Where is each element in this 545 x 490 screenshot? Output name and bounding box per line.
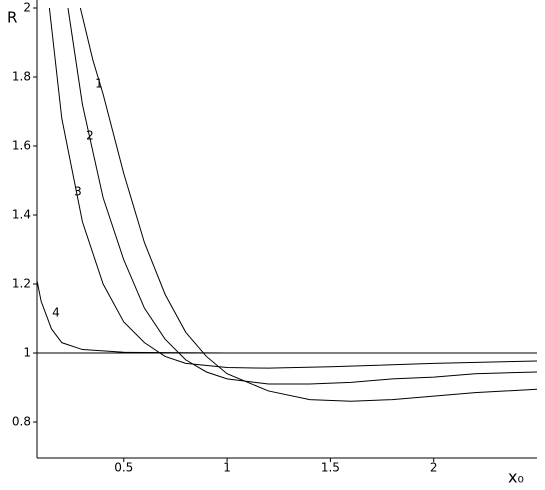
y-tick-label: 0.8 (12, 415, 31, 429)
x-tick-label: 2 (430, 461, 438, 475)
y-tick-label: 1.4 (12, 208, 31, 222)
x-tick-label: 1.5 (321, 461, 340, 475)
y-tick-label: 1.6 (12, 139, 31, 153)
x-axis-label: x₀ (508, 468, 524, 487)
y-axis-label: R (7, 9, 17, 27)
curve-label: 1 (95, 77, 103, 91)
y-tick-label: 2 (23, 1, 31, 15)
x-tick-label: 0.5 (114, 461, 133, 475)
curve (48, 7, 538, 369)
curve (36, 280, 537, 354)
y-tick-label: 1.8 (12, 70, 31, 84)
x-tick-label: 1 (223, 461, 231, 475)
curve-label: 4 (52, 306, 60, 320)
curve-label: 3 (74, 185, 82, 199)
y-tick-label: 1 (23, 346, 31, 360)
curve (67, 7, 538, 385)
y-tick-label: 1.2 (12, 277, 31, 291)
curve-label: 2 (86, 129, 94, 143)
curve (79, 7, 538, 402)
